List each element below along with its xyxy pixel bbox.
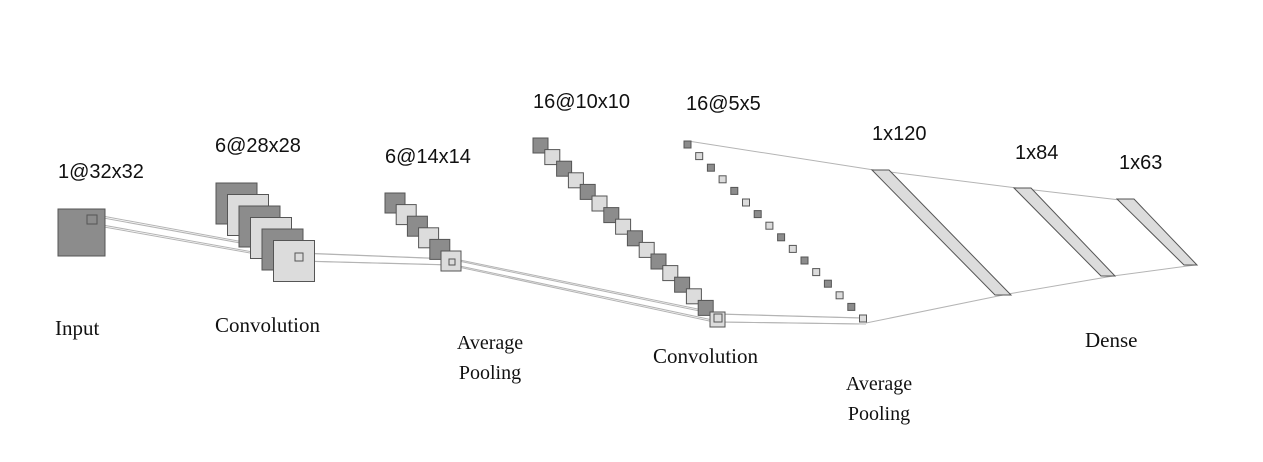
pool2-stage-label: Average Pooling	[833, 369, 925, 429]
conv2-map-9	[626, 230, 643, 247]
connector-lines	[86, 140, 1196, 325]
input-receptive-field	[86, 214, 98, 225]
conv2-map-11	[650, 253, 667, 270]
conv1-map-receptive-field	[294, 252, 304, 262]
conv2-stage-label: Convolution	[653, 344, 759, 368]
pool1-feature-maps	[384, 192, 462, 272]
pool2-map-11	[800, 256, 809, 265]
input-feature-map	[57, 208, 106, 257]
pool1-map-6	[440, 250, 462, 272]
input-dims-label: 1@32x32	[58, 161, 144, 183]
pool2-map-5	[730, 186, 739, 195]
conv2-map-13	[674, 276, 691, 293]
fc2-dims-label: 1x84	[1015, 142, 1059, 164]
fc1-dims-label: 1x120	[872, 123, 927, 145]
conv2-map-8	[615, 218, 632, 235]
pool2-stage-label-line1: Average	[845, 373, 913, 395]
pool2-dims-label: 16@5x5	[686, 93, 761, 115]
conv2-feature-maps	[532, 137, 726, 328]
pool1-map-receptive-field	[448, 258, 456, 266]
fc3-layer	[1115, 198, 1199, 266]
conv2-map-4	[567, 172, 584, 189]
pool2-map-3	[706, 163, 715, 172]
dense-stage-label: Dense	[1085, 328, 1138, 352]
conv1-dims-label: 6@28x28	[215, 135, 301, 157]
conv1-stage-label: Convolution	[215, 313, 321, 337]
connector-line	[873, 169, 1018, 189]
fc3-dims-label: 1x63	[1119, 152, 1163, 174]
dense-layers	[870, 169, 1199, 296]
connector-line	[721, 321, 867, 325]
connector-line	[448, 258, 715, 315]
input-layer	[57, 208, 106, 257]
connector-line	[448, 264, 715, 323]
pool2-map-14	[835, 291, 844, 300]
pool2-map-6	[742, 198, 750, 207]
pool1-dims-label: 6@14x14	[385, 146, 471, 168]
connector-line	[454, 258, 723, 315]
pool1-stage-label: Average Pooling	[444, 328, 536, 388]
connector-line	[302, 260, 456, 266]
conv2-map-receptive-field	[713, 313, 723, 323]
conv2-map-3	[556, 160, 573, 177]
conv2-map-5	[579, 183, 596, 200]
connector-line	[1112, 264, 1196, 277]
pool2-map-16	[859, 314, 867, 323]
pool2-map-2	[695, 152, 704, 161]
connector-line	[687, 140, 875, 171]
conv2-dims-label: 16@10x10	[533, 91, 631, 113]
connector-line	[454, 264, 723, 323]
conv2-map-15	[697, 299, 714, 316]
input-stage-label: Input	[55, 316, 100, 340]
conv2-map-12	[662, 265, 679, 282]
connector-line	[1016, 187, 1121, 201]
pool2-map-10	[788, 244, 797, 253]
pool2-map-15	[847, 302, 856, 311]
pool2-map-13	[823, 279, 832, 288]
connector-line	[1007, 275, 1114, 295]
pool2-map-4	[718, 175, 727, 184]
pool2-map-9	[777, 233, 786, 242]
conv2-map-14	[685, 288, 702, 305]
pool2-map-1	[683, 140, 692, 149]
fc1-layer	[870, 169, 1013, 296]
pool1-stage-label-line2: Pooling	[458, 362, 522, 384]
pool2-stage-label-line2: Pooling	[847, 403, 911, 425]
conv2-map-10	[638, 241, 655, 258]
fc2-layer	[1012, 187, 1117, 277]
pool2-map-7	[753, 210, 762, 219]
pool1-stage-label-line1: Average	[456, 332, 524, 354]
conv2-map-1	[532, 137, 549, 154]
connector-line	[865, 293, 1009, 324]
connector-line	[721, 313, 867, 319]
conv1-feature-maps	[215, 182, 315, 282]
conv2-map-7	[603, 207, 620, 224]
conv1-map-6	[273, 240, 315, 282]
pool2-map-12	[812, 268, 821, 277]
conv2-map-6	[591, 195, 608, 212]
conv2-map-2	[544, 149, 561, 166]
pool2-feature-maps	[683, 140, 867, 323]
pool2-map-8	[765, 221, 774, 230]
